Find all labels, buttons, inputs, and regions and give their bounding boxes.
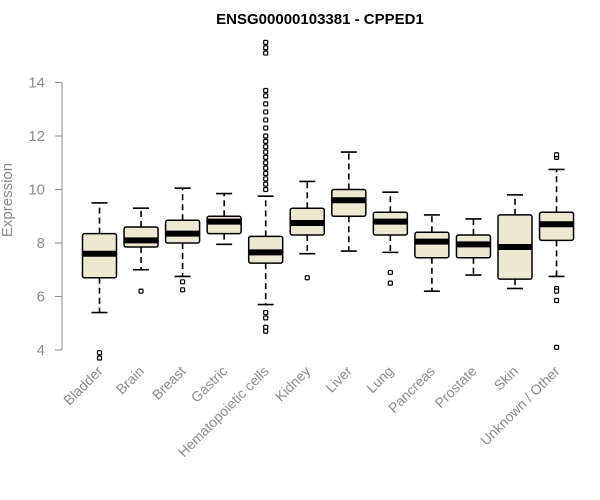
outlier-point	[263, 149, 269, 155]
x-tick-label: Liver	[322, 363, 355, 396]
outlier-point	[304, 275, 310, 281]
outlier-point	[138, 288, 144, 294]
outlier-point	[263, 324, 269, 330]
outlier-point	[263, 181, 269, 187]
x-tick-label: Unknown / Other	[477, 363, 563, 449]
outlier-point	[263, 117, 269, 123]
outlier-point	[263, 144, 269, 150]
x-tick-label: Lung	[363, 363, 396, 396]
box-skin	[497, 194, 533, 290]
outlier-point	[263, 125, 269, 131]
box-prostate	[455, 218, 492, 276]
outlier-point	[263, 170, 269, 177]
y-tick-label: 6	[37, 289, 45, 306]
y-tick-label: 8	[37, 235, 45, 252]
outlier-point	[263, 154, 269, 160]
outlier-point	[263, 87, 269, 94]
y-axis: 4 6 8 10 12 14	[28, 75, 63, 359]
box-series	[81, 39, 575, 361]
x-tick-label: Skin	[491, 363, 522, 394]
outlier-point	[263, 186, 269, 193]
outlier-point	[263, 93, 269, 99]
y-tick-label: 12	[28, 128, 45, 145]
outlier-point	[263, 328, 269, 334]
outlier-point	[387, 280, 393, 286]
chart-title: ENSG00000103381 - CPPED1	[216, 11, 424, 28]
outlier-point	[263, 309, 269, 316]
outlier-point	[263, 176, 269, 182]
outlier-point	[263, 45, 269, 51]
box-brain	[123, 207, 159, 294]
y-tick-label: 4	[37, 342, 45, 359]
outlier-point	[553, 152, 560, 158]
outlier-point	[263, 165, 269, 171]
box-gastric	[206, 192, 242, 246]
outlier-point	[263, 133, 269, 139]
outlier-point	[180, 287, 186, 293]
x-tick-label: Bladder	[60, 363, 106, 409]
box-unknown-other	[538, 152, 575, 350]
x-tick-label: Kidney	[272, 363, 314, 405]
outlier-point	[263, 109, 269, 115]
outlier-point	[96, 350, 103, 356]
outlier-point	[263, 315, 269, 321]
outlier-point	[553, 297, 560, 304]
box-breast	[164, 187, 201, 293]
box-pancreas	[414, 214, 450, 292]
y-tick-label: 14	[28, 75, 45, 92]
box-lung	[372, 191, 409, 286]
outlier-point	[263, 101, 269, 107]
box-iqr	[123, 226, 159, 248]
outlier-point	[553, 288, 560, 294]
y-tick-label: 10	[28, 182, 45, 199]
x-tick-label: Breast	[149, 363, 189, 403]
outlier-point	[263, 50, 269, 56]
outlier-point	[553, 344, 560, 350]
x-tick-label: Brain	[113, 363, 147, 397]
outlier-point	[263, 39, 269, 45]
outlier-point	[263, 138, 269, 144]
box-iqr	[414, 231, 450, 259]
box-bladder	[81, 202, 118, 361]
y-axis-label: Expression	[0, 163, 16, 237]
outlier-point	[263, 160, 269, 166]
outlier-point	[96, 355, 103, 361]
outlier-point	[180, 279, 186, 285]
box-liver	[331, 151, 367, 252]
x-tick-label: Prostate	[431, 363, 479, 411]
box-kidney	[289, 180, 325, 281]
box-hematopoietic-cells	[247, 39, 284, 334]
outlier-point	[387, 269, 393, 276]
